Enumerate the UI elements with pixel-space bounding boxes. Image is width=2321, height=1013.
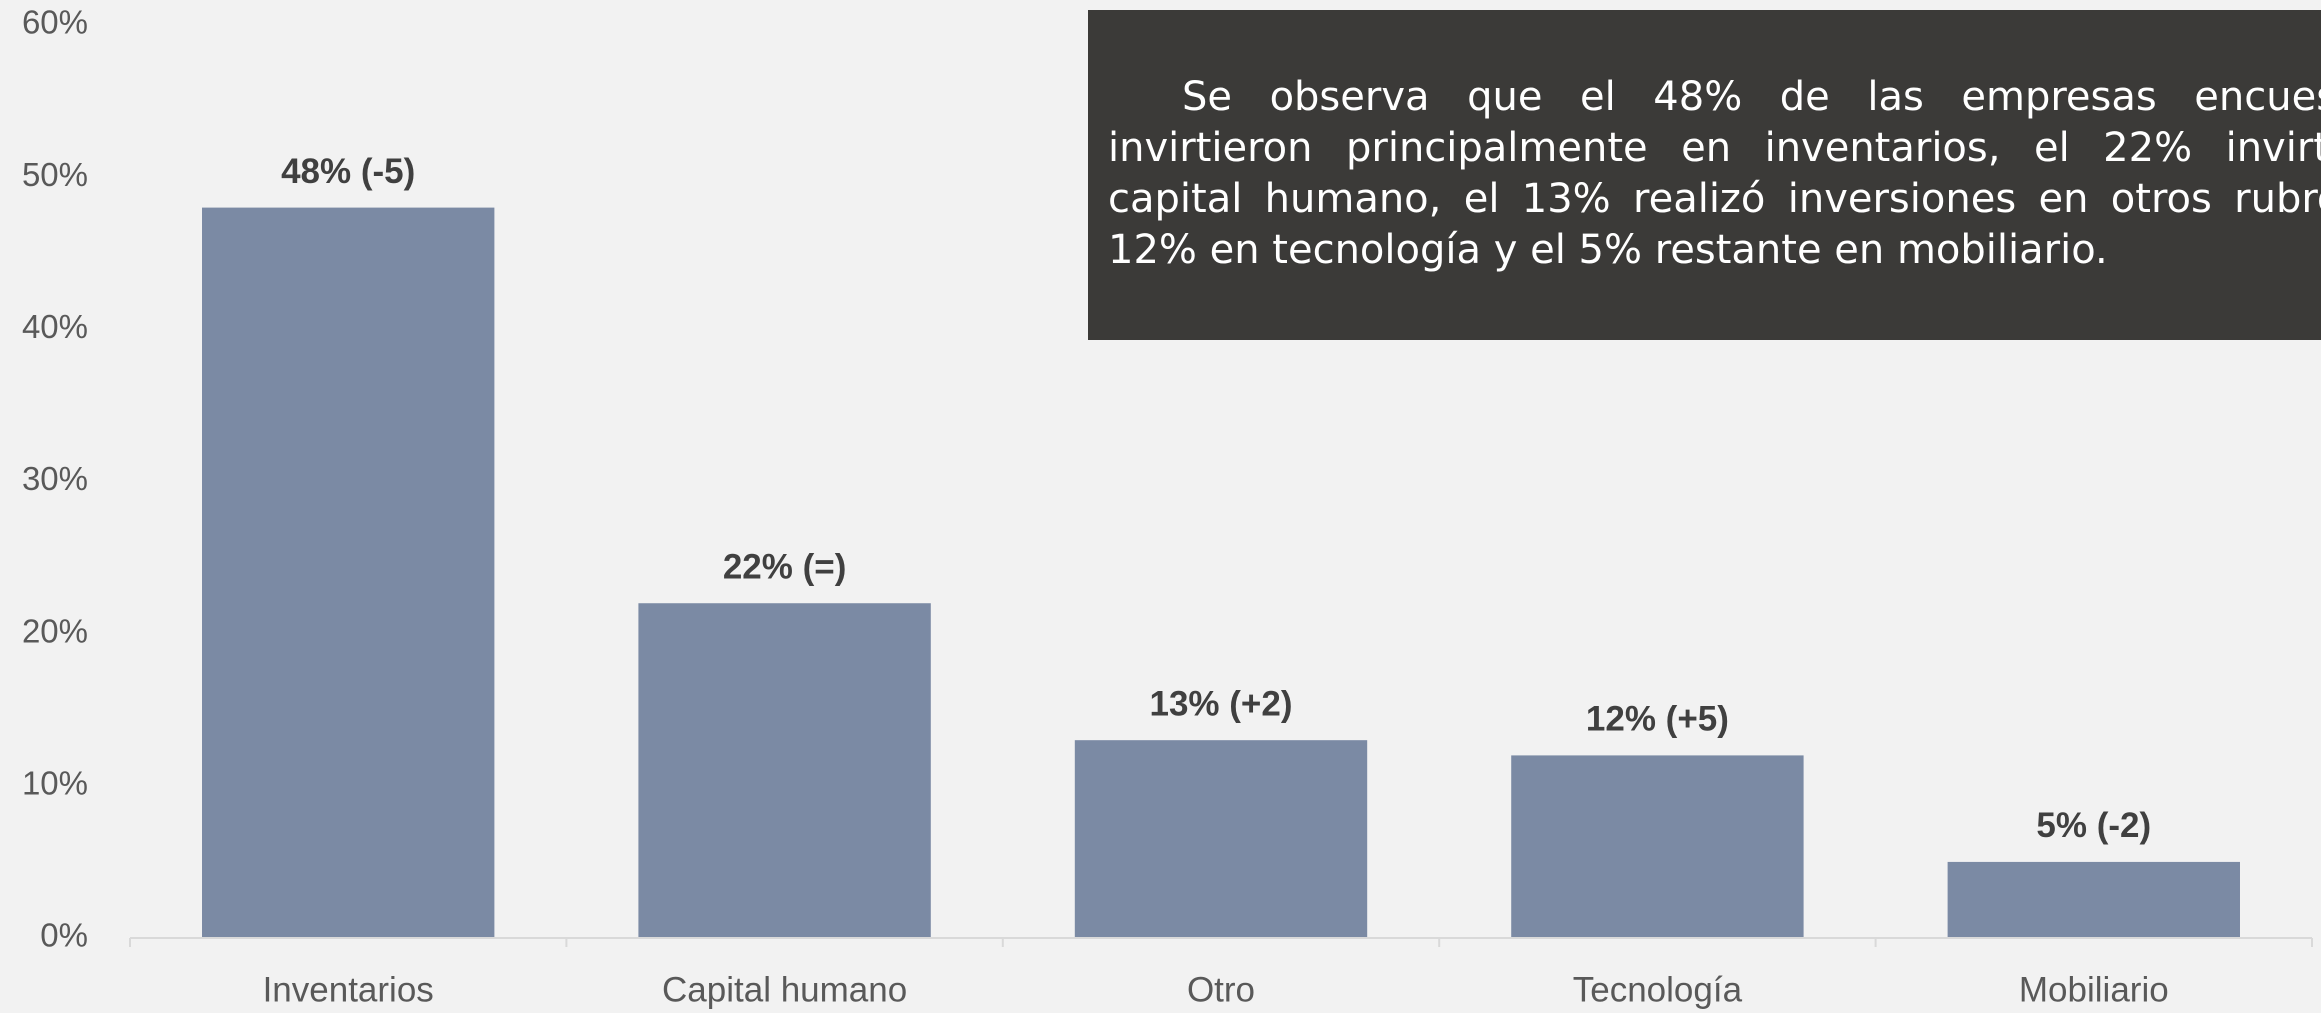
bar xyxy=(1947,861,2240,938)
bar xyxy=(638,603,931,938)
value-label: 22% (=) xyxy=(723,547,847,586)
bar xyxy=(1074,740,1368,938)
y-tick-label: 40% xyxy=(22,308,88,345)
x-tick-label: Capital humano xyxy=(662,970,907,1009)
x-tick-label: Mobiliario xyxy=(2019,970,2169,1009)
value-label: 13% (+2) xyxy=(1150,684,1293,723)
bar xyxy=(1511,755,1804,938)
value-label: 48% (-5) xyxy=(281,152,415,191)
value-label: 12% (+5) xyxy=(1586,700,1729,739)
annotation-box: Se observa que el 48% de las empresas en… xyxy=(1088,10,2321,340)
y-tick-label: 0% xyxy=(40,917,88,954)
x-tick-label: Otro xyxy=(1187,970,1255,1009)
y-tick-label: 50% xyxy=(22,156,88,193)
y-tick-label: 10% xyxy=(22,765,88,802)
y-tick-label: 30% xyxy=(22,460,88,497)
x-tick-label: Tecnología xyxy=(1573,970,1743,1009)
y-tick-label: 20% xyxy=(22,612,88,649)
x-tick-label: Inventarios xyxy=(263,970,434,1009)
value-label: 5% (-2) xyxy=(2036,806,2151,845)
bar xyxy=(202,207,495,939)
y-tick-label: 60% xyxy=(22,4,88,41)
annotation: Se observa que el 48% de las empresas en… xyxy=(1108,74,2321,273)
